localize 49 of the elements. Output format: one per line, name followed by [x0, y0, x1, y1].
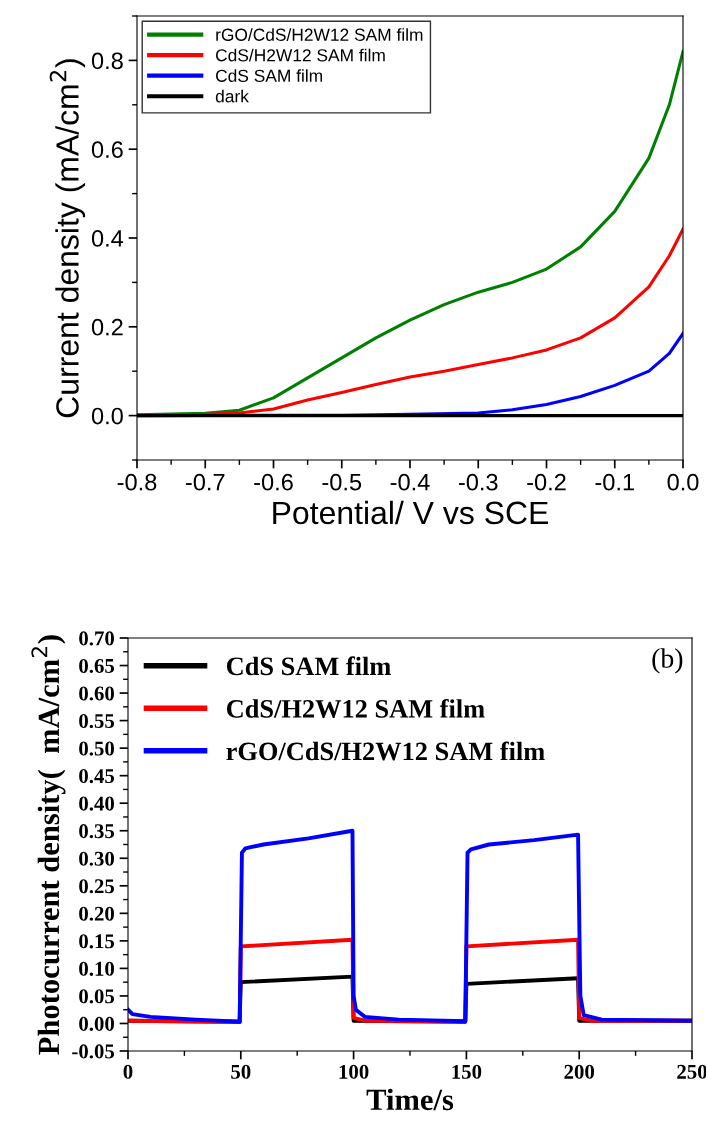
y-tick-label: 0.8	[91, 52, 123, 70]
y-tick-label: -0.05	[72, 1044, 115, 1059]
legend-label: CdS SAM film	[226, 656, 391, 676]
y-tick-label: 0.65	[79, 658, 115, 674]
y-tick-label: 0.45	[79, 769, 115, 784]
x-axis-title: Time/s	[366, 1088, 454, 1111]
y-tick-label: 0.25	[79, 879, 115, 894]
y-tick-label: 0.40	[79, 796, 115, 811]
x-axis-title: Potential/ V vs SCE	[273, 500, 549, 525]
x-tick-label: -0.3	[458, 473, 498, 491]
x-tick-label: 150	[452, 1064, 482, 1079]
legend-label: CdS/H2W12 SAM film	[216, 48, 385, 62]
x-tick-label: 250	[677, 1064, 706, 1079]
x-tick-label: -0.2	[527, 473, 566, 491]
x-tick-label: -0.4	[390, 473, 430, 491]
y-tick-label: 0.60	[79, 686, 115, 701]
x-tick-label: -0.8	[117, 473, 157, 491]
y-tick-label: 0.10	[79, 961, 115, 976]
y-tick-label: 0.0	[91, 407, 123, 425]
x-tick-label: 100	[339, 1064, 369, 1079]
y-tick-label: 0.2	[91, 318, 123, 336]
y-tick-label: 0.55	[79, 713, 115, 729]
y-tick-label: 0.15	[79, 934, 115, 949]
legend-label: rGO/CdS/H2W12 SAM film	[216, 28, 423, 41]
x-tick-label: -0.6	[254, 473, 293, 491]
legend-label: CdS SAM film	[216, 69, 323, 82]
line-series	[128, 828, 692, 1024]
legend-label: CdS/H2W12 SAM film	[226, 698, 485, 718]
x-tick-label: 0.0	[667, 473, 699, 491]
y-tick-label: 0.30	[79, 851, 115, 866]
x-tick-label: 0	[123, 1064, 133, 1079]
x-tick-label: 50	[231, 1064, 251, 1079]
y-axis-title: Current density (mA/cm$^{2}$)	[49, 59, 86, 418]
y-tick-label: 0.05	[79, 989, 115, 1004]
y-tick-label: 0.20	[79, 906, 115, 921]
y-tick-label: 0.4	[91, 230, 124, 247]
x-tick-label: 200	[564, 1064, 595, 1079]
legend-label: dark	[215, 89, 249, 103]
y-tick-label: 0.00	[79, 1016, 115, 1031]
y-axis-title: Photocurrent density( mA/cm$^{2}$)	[31, 635, 66, 1055]
y-tick-label: 0.6	[91, 141, 123, 158]
x-tick-label: -0.5	[322, 473, 362, 491]
annotation: (b)	[652, 648, 683, 674]
legend-label: rGO/CdS/H2W12 SAM film	[226, 741, 545, 761]
y-tick-label: 0.35	[79, 824, 115, 839]
x-tick-label: -0.7	[185, 473, 225, 491]
y-tick-label: 0.70	[79, 631, 115, 646]
y-tick-label: 0.50	[79, 741, 115, 756]
x-tick-label: -0.1	[595, 473, 634, 491]
